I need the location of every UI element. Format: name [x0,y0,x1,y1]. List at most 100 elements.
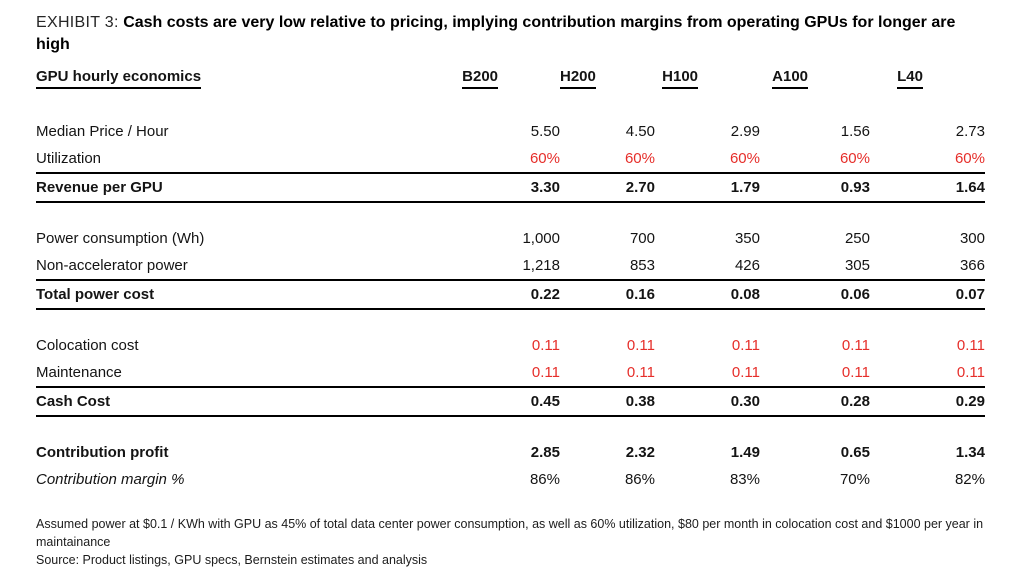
cell: 2.70 [560,172,655,203]
cell: 60% [839,150,870,167]
cell: 3.30 [420,172,560,203]
cell: 5.50 [530,123,560,140]
cell: 0.16 [560,279,655,310]
column-header-b200: B200 [420,66,560,95]
table-row-contribution-margin: Contribution margin % 86% 86% 83% 70% 82… [36,466,985,493]
cell: 0.11 [841,364,870,381]
row-label: Non-accelerator power [36,257,188,274]
cell: 0.29 [870,386,985,417]
cell: 82% [954,471,985,488]
table-header-row: GPU hourly economics B200 H200 H100 A100… [36,66,985,95]
exhibit-label: EXHIBIT 3: [36,14,119,31]
cell: 0.11 [731,337,760,354]
column-header-h100: H100 [655,66,760,95]
table-row-cash-cost: Cash Cost 0.45 0.38 0.30 0.28 0.29 [36,386,985,417]
row-label: Median Price / Hour [36,123,169,140]
column-header-a100: A100 [760,66,870,95]
cell: 86% [529,471,560,488]
cell: 0.30 [655,386,760,417]
cell: 86% [624,471,655,488]
cell: 0.11 [841,337,870,354]
cell: 0.38 [560,386,655,417]
cell: 0.11 [626,364,655,381]
row-label: Revenue per GPU [36,172,420,203]
cell: 1.49 [730,444,760,461]
cell: 1,218 [522,257,560,274]
row-label: Cash Cost [36,386,420,417]
cell: 1.79 [655,172,760,203]
gpu-economics-table: GPU hourly economics B200 H200 H100 A100… [36,66,985,493]
cell: 0.45 [420,386,560,417]
footnotes: Assumed power at $0.1 / KWh with GPU as … [36,515,985,569]
cell: 0.11 [626,337,655,354]
table-row-maintenance: Maintenance 0.11 0.11 0.11 0.11 0.11 [36,359,985,387]
row-label: Maintenance [36,364,122,381]
row-label: Contribution profit [36,444,169,461]
cell: 0.11 [531,364,560,381]
table-row-total-power-cost: Total power cost 0.22 0.16 0.08 0.06 0.0… [36,279,985,310]
cell: 0.28 [760,386,870,417]
cell: 0.11 [731,364,760,381]
table-row-utilization: Utilization 60% 60% 60% 60% 60% [36,145,985,173]
cell: 2.32 [625,444,655,461]
spacer-row [36,309,985,332]
column-header-label: A100 [772,68,808,89]
cell: 60% [624,150,655,167]
column-header-label: H100 [662,68,698,89]
row-label: Total power cost [36,279,420,310]
cell: 70% [839,471,870,488]
cell: 350 [734,230,760,247]
cell: 0.11 [956,337,985,354]
column-header-l40: L40 [870,66,985,95]
table-title: GPU hourly economics [36,68,202,89]
source-note: Source: Product listings, GPU specs, Ber… [36,553,428,568]
exhibit-heading: EXHIBIT 3: Cash costs are very low relat… [36,12,981,56]
row-label: Utilization [36,150,102,167]
column-header-h200: H200 [560,66,655,95]
table-row-power-consumption: Power consumption (Wh) 1,000 700 350 250… [36,225,985,252]
cell: 60% [529,150,560,167]
cell: 366 [959,257,985,274]
cell: 60% [729,150,760,167]
exhibit-title: Cash costs are very low relative to pric… [36,14,956,53]
spacer-row [36,95,985,118]
table-row-median-price: Median Price / Hour 5.50 4.50 2.99 1.56 … [36,118,985,145]
cell: 0.93 [760,172,870,203]
row-label: Power consumption (Wh) [36,230,205,247]
cell: 0.08 [655,279,760,310]
cell: 300 [959,230,985,247]
table-title-cell: GPU hourly economics [36,66,420,95]
row-label: Contribution margin % [36,471,185,488]
cell: 1.64 [870,172,985,203]
spacer-row [36,202,985,225]
cell: 0.11 [531,337,560,354]
cell: 0.65 [840,444,870,461]
cell: 1.34 [955,444,985,461]
cell: 0.07 [870,279,985,310]
column-header-label: B200 [462,68,498,89]
cell: 1,000 [522,230,560,247]
assumptions-note: Assumed power at $0.1 / KWh with GPU as … [36,517,984,550]
cell: 2.85 [530,444,560,461]
spacer-row [36,416,985,439]
row-label: Colocation cost [36,337,139,354]
cell: 426 [734,257,760,274]
column-header-label: H200 [560,68,596,89]
cell: 60% [954,150,985,167]
table-row-non-accelerator-power: Non-accelerator power 1,218 853 426 305 … [36,252,985,280]
cell: 1.56 [840,123,870,140]
cell: 0.11 [956,364,985,381]
cell: 83% [729,471,760,488]
cell: 0.06 [760,279,870,310]
cell: 305 [844,257,870,274]
table-row-contribution-profit: Contribution profit 2.85 2.32 1.49 0.65 … [36,439,985,466]
table-row-colocation-cost: Colocation cost 0.11 0.11 0.11 0.11 0.11 [36,332,985,359]
cell: 2.99 [730,123,760,140]
cell: 2.73 [955,123,985,140]
table-row-revenue-per-gpu: Revenue per GPU 3.30 2.70 1.79 0.93 1.64 [36,172,985,203]
column-header-label: L40 [897,68,923,89]
cell: 250 [844,230,870,247]
cell: 0.22 [420,279,560,310]
cell: 853 [629,257,655,274]
